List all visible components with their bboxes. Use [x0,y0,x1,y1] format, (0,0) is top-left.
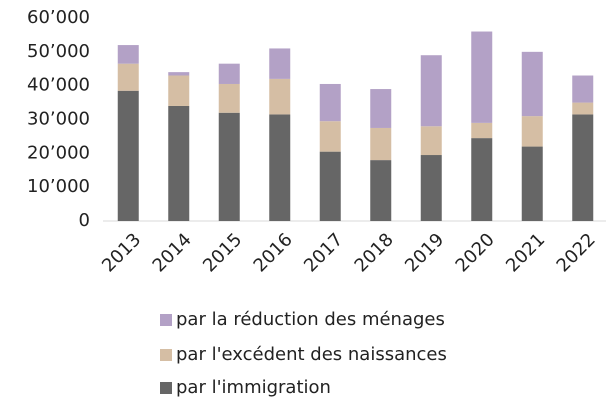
bar-segment [572,75,594,103]
x-tick-label: 2019 [401,229,448,276]
bar-segment [168,72,190,76]
x-tick-label: 2022 [553,229,600,276]
bar-segment [521,146,543,221]
y-tick-label: 0 [79,210,90,231]
bar-segment [420,55,442,127]
x-tick-label: 2020 [452,229,499,276]
bar-segment [319,151,341,221]
bar-segment [218,63,240,84]
legend-label: par la réduction des ménages [176,309,445,330]
bar-segment [168,105,190,221]
bar-segment [370,89,392,128]
y-tick-label: 60’000 [27,7,90,28]
bar-segment [370,127,392,161]
bar-segment [117,63,139,91]
bar-segment [572,102,594,115]
bar-segment [319,83,341,122]
bar-segment [521,116,543,147]
bar-segment [168,75,190,106]
y-tick-label: 30’000 [27,109,90,130]
x-tick-label: 2018 [351,229,398,276]
bar-segment [420,155,442,221]
x-tick-label: 2021 [502,229,549,276]
legend-swatch [160,382,172,394]
y-tick-label: 40’000 [27,75,90,96]
legend-label: par l'immigration [176,377,331,398]
legend-swatch [160,314,172,326]
bar-segment [471,31,493,123]
bar-segment [420,126,442,156]
bar-segment [370,160,392,221]
legend-swatch [160,349,172,361]
y-tick-label: 50’000 [27,41,90,62]
bar-segment [319,121,341,152]
legend-label: par l'excédent des naissances [176,344,447,365]
x-tick-label: 2016 [250,229,297,276]
bar-segment [218,112,240,221]
x-tick-label: 2013 [98,229,145,276]
bar-segment [471,138,493,221]
x-tick-label: 2015 [199,229,246,276]
bar-segment [269,48,291,79]
bar-segment [521,51,543,117]
y-tick-label: 10’000 [27,176,90,197]
bar-segment [117,45,139,64]
bar-segment [471,122,493,139]
x-tick-label: 2014 [149,229,196,276]
bar-segment [269,78,291,115]
bar-segment [572,114,594,221]
y-tick-label: 20’000 [27,142,90,163]
bar-segment [269,114,291,221]
bar-segment [218,83,240,113]
x-tick-label: 2017 [300,229,347,276]
bar-segment [117,90,139,221]
